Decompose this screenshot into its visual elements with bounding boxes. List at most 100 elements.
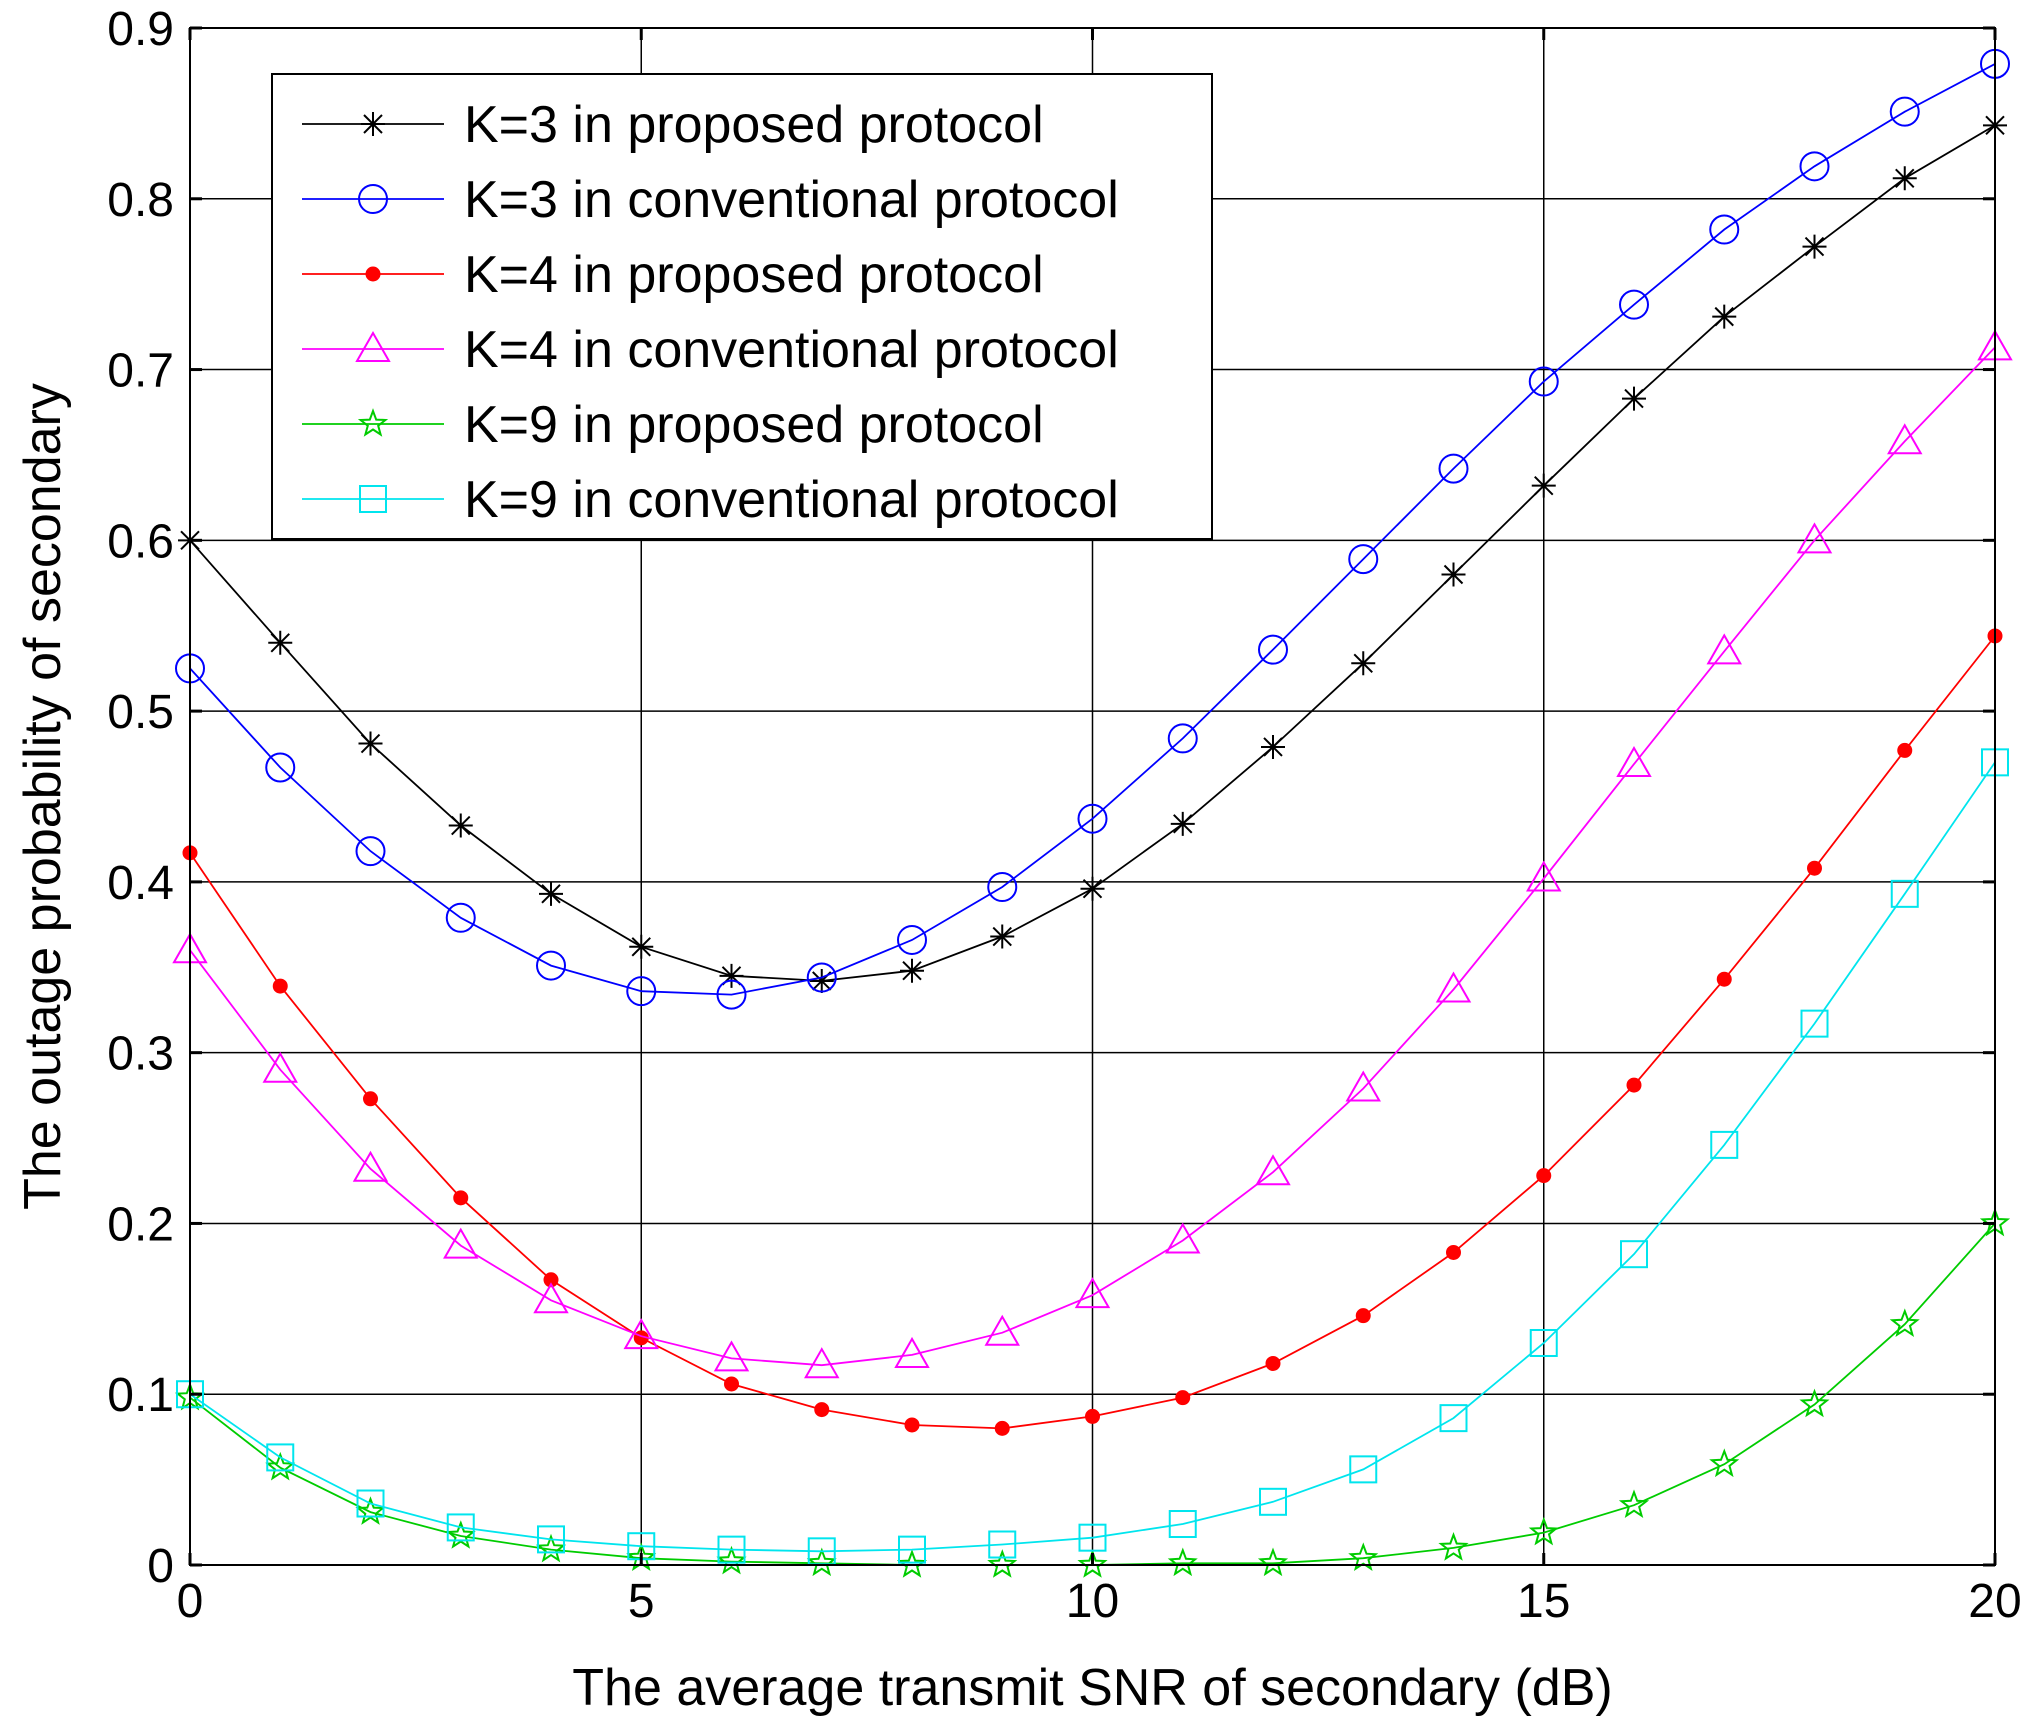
data-point: [814, 1402, 830, 1418]
data-point: [1438, 453, 1469, 484]
y-tick-label: 0.3: [107, 1028, 174, 1081]
legend-item-3: K=4 in proposed protocol: [302, 246, 1044, 304]
data-point: [1078, 1523, 1107, 1552]
data-point: [1257, 1547, 1289, 1577]
data-point: [1345, 1070, 1381, 1102]
legend-label: K=9 in conventional protocol: [464, 471, 1119, 529]
data-point: [1536, 1168, 1552, 1184]
data-point: [716, 1545, 747, 1575]
data-point: [1892, 166, 1917, 191]
data-point: [265, 752, 296, 783]
data-point: [1709, 1448, 1740, 1478]
data-point: [1890, 879, 1919, 908]
data-point: [443, 1227, 479, 1259]
data-point: [806, 962, 837, 993]
data-point: [1355, 1308, 1371, 1324]
data-point: [1889, 96, 1920, 127]
data-point: [904, 1417, 920, 1433]
data-point: [1168, 1510, 1197, 1539]
data-point: [1620, 1240, 1648, 1269]
data-point: [1261, 734, 1285, 759]
y-axis-label: The outage probability of secondary: [14, 383, 72, 1210]
y-tick-label: 0.1: [107, 1369, 174, 1422]
data-point: [1265, 1355, 1281, 1371]
data-point: [984, 1314, 1020, 1346]
legend-marker: [361, 112, 385, 136]
data-point: [1799, 151, 1830, 182]
x-axis-label: The average transmit SNR of secondary (d…: [572, 1659, 1612, 1717]
data-point: [987, 1549, 1018, 1578]
data-point: [898, 1535, 926, 1564]
y-tick-label: 0.8: [107, 174, 174, 227]
data-point: [900, 958, 924, 983]
data-point: [1441, 562, 1466, 587]
data-point: [713, 1340, 750, 1372]
data-point: [623, 1318, 659, 1350]
legend-label: K=4 in conventional protocol: [464, 321, 1119, 379]
legend-item-1: K=3 in proposed protocol: [302, 96, 1044, 154]
legend-item-4: K=4 in conventional protocol: [302, 321, 1119, 379]
data-point: [1706, 633, 1742, 665]
y-tick-label: 0.4: [107, 857, 174, 910]
legend-marker: [359, 485, 387, 513]
data-point: [1529, 1328, 1558, 1357]
data-point: [1439, 1404, 1468, 1433]
data-point: [1619, 289, 1649, 320]
data-point: [446, 1513, 475, 1542]
data-point: [1716, 971, 1732, 987]
data-point: [1165, 1222, 1201, 1254]
data-point: [266, 1443, 295, 1472]
data-point: [1077, 1549, 1108, 1578]
data-point: [262, 1051, 298, 1083]
data-point: [536, 950, 566, 981]
data-point: [987, 872, 1018, 903]
data-point: [626, 976, 657, 1007]
data-point: [1622, 386, 1646, 411]
data-point: [1175, 1390, 1191, 1406]
data-point: [445, 1520, 476, 1549]
data-point: [355, 1496, 386, 1525]
data-point: [363, 1091, 378, 1107]
legend-label: K=3 in conventional protocol: [464, 171, 1119, 229]
data-point: [1258, 634, 1288, 665]
data-point: [1167, 1547, 1198, 1577]
data-point: [355, 836, 386, 867]
data-point: [1528, 366, 1559, 397]
data-point: [994, 1420, 1010, 1436]
x-tick-label: 20: [1968, 1575, 2021, 1628]
data-point: [1167, 723, 1198, 754]
data-point: [1085, 1408, 1100, 1424]
data-point: [1170, 811, 1195, 836]
data-point: [809, 968, 834, 993]
y-tick-label: 0: [147, 1540, 174, 1593]
legend-box: [271, 73, 1213, 540]
data-point: [717, 1535, 746, 1564]
legend-marker: [358, 184, 388, 214]
data-point: [1351, 651, 1376, 676]
legend-marker: [357, 408, 389, 437]
data-point: [1800, 1009, 1829, 1038]
data-point: [533, 1282, 569, 1314]
data-point: [537, 1525, 565, 1554]
y-tick-label: 0.5: [107, 686, 174, 739]
data-point: [1796, 522, 1833, 554]
data-point: [539, 881, 563, 906]
x-tick-label: 10: [1066, 1575, 1119, 1628]
data-point: [543, 1272, 559, 1288]
data-point: [1709, 214, 1740, 245]
data-point: [896, 1549, 928, 1578]
data-point: [1710, 1130, 1739, 1159]
data-point: [1528, 1516, 1559, 1546]
y-tick-label: 0.9: [107, 3, 174, 56]
x-tick-label: 5: [628, 1575, 655, 1628]
data-point: [1897, 742, 1913, 758]
legend-label: K=3 in proposed protocol: [464, 96, 1044, 154]
data-point: [719, 963, 744, 988]
data-point: [1712, 304, 1737, 329]
data-point: [1348, 1542, 1379, 1571]
x-tick-label: 0: [177, 1575, 204, 1628]
data-point: [1446, 1244, 1461, 1260]
data-point: [453, 1190, 469, 1206]
series-line: [189, 346, 1996, 1367]
data-point: [1531, 473, 1556, 498]
